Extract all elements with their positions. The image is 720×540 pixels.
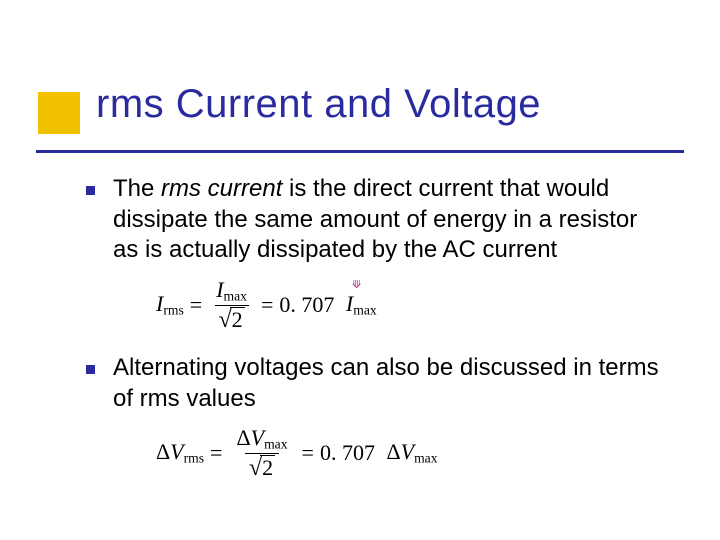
bullet-text: The rms current is the direct current th… <box>113 174 666 266</box>
fraction: Imax √2 <box>212 278 251 331</box>
fraction: ΔVmax √2 <box>232 426 291 479</box>
bullet-text: Alternating voltages can also be discuss… <box>113 353 666 414</box>
fraction-num: Imax <box>212 278 251 305</box>
fraction-den: √2 <box>215 305 249 331</box>
list-item: The rms current is the direct current th… <box>86 174 666 266</box>
equation-irms: Irms = Imax √2 = 0. 707 Imax <box>156 278 666 331</box>
body: The rms current is the direct current th… <box>86 174 666 501</box>
page-title: rms Current and Voltage <box>96 82 541 127</box>
eq-rhs: Imax <box>340 291 376 318</box>
eq-rhs: ΔVmax <box>381 439 438 466</box>
eq-lhs: Irms <box>156 291 184 318</box>
text-pre: The <box>113 175 161 202</box>
sqrt: √2 <box>219 307 245 331</box>
slide: rms Current and Voltage ⟱ The rms curren… <box>0 0 720 540</box>
equals-sign: = <box>190 292 202 318</box>
text-pre: Alternating voltages can also be discuss… <box>113 354 659 412</box>
square-bullet-icon <box>86 365 95 374</box>
fraction-num: ΔVmax <box>232 426 291 453</box>
list-item: Alternating voltages can also be discuss… <box>86 353 666 414</box>
eq-coef: 0. 707 <box>279 292 334 318</box>
eq-lhs: ΔVrms <box>156 439 204 466</box>
eq-coef: 0. 707 <box>320 440 375 466</box>
title-underline <box>36 150 684 153</box>
sqrt: √2 <box>249 455 275 479</box>
anchor-icon: ⟱ <box>352 278 361 291</box>
corner-accent <box>38 92 80 134</box>
fraction-den: √2 <box>245 453 279 479</box>
equation-vrms: ΔVrms = ΔVmax √2 = 0. 707 ΔVmax <box>156 426 666 479</box>
equals-sign: = <box>302 440 314 466</box>
text-emph: rms current <box>161 175 282 202</box>
equals-sign: = <box>261 292 273 318</box>
equals-sign: = <box>210 440 222 466</box>
square-bullet-icon <box>86 186 95 195</box>
